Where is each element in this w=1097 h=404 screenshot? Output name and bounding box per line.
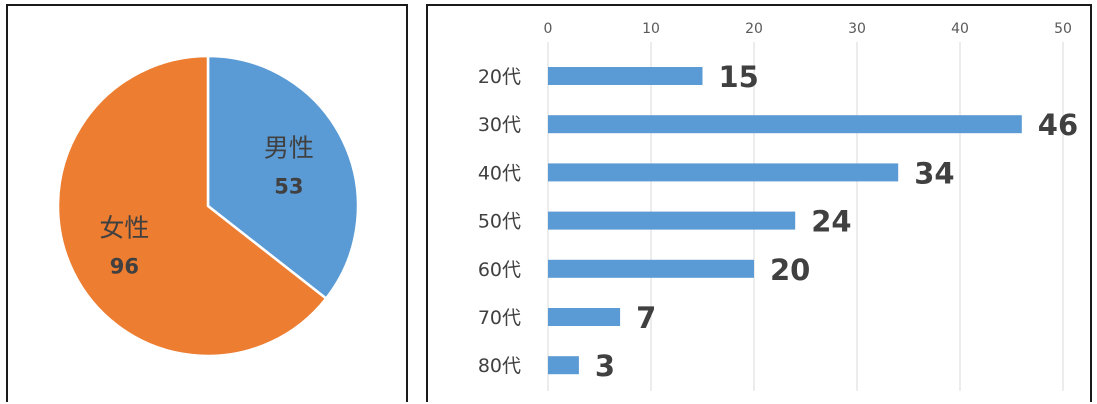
category-label-40代: 40代: [478, 162, 521, 184]
bar-chart-panel: 0 10 20 30 40 50 20代 15 30代 46 40代 34 50代 24 60代 20 70代 7…: [426, 4, 1092, 402]
category-label-20代: 20代: [478, 66, 521, 88]
x-tick-label-20: 20: [745, 21, 763, 37]
pie-slice-label-0: 男性: [264, 134, 314, 163]
x-tick-label-0: 0: [544, 21, 553, 37]
pie-slice-value-1: 96: [110, 255, 139, 279]
bar-value-label-70代: 7: [636, 301, 656, 335]
bar-20代: [548, 67, 703, 85]
bar-50代: [548, 211, 796, 230]
bar-value-label-60代: 20: [770, 253, 810, 287]
bar-80代: [548, 356, 579, 375]
x-tick-label-10: 10: [642, 21, 660, 37]
x-tick-label-30: 30: [848, 21, 866, 37]
bar-value-label-30代: 46: [1038, 108, 1078, 142]
category-label-30代: 30代: [478, 114, 521, 136]
bar-value-label-80代: 3: [595, 349, 615, 383]
pie-chart-panel: 男性 53 女性 96: [6, 4, 408, 402]
age-bar-chart: 0 10 20 30 40 50 20代 15 30代 46 40代 34 50代 24 60代 20 70代 7…: [478, 21, 1078, 391]
x-tick-label-40: 40: [951, 21, 969, 37]
bar-40代: [548, 163, 899, 182]
pie-slice-1: [56, 54, 328, 358]
bar-30代: [548, 115, 1022, 134]
category-label-50代: 50代: [478, 211, 521, 233]
category-label-80代: 80代: [478, 355, 521, 377]
category-label-70代: 70代: [478, 307, 521, 329]
x-tick-label-50: 50: [1054, 21, 1072, 37]
bar-value-label-40代: 34: [914, 156, 954, 190]
category-label-60代: 60代: [478, 259, 521, 281]
pie-slice-0: [206, 54, 360, 301]
bar-value-label-50代: 24: [811, 205, 851, 239]
bar-60代: [548, 259, 754, 278]
gender-pie-chart: 男性 53 女性 96: [56, 54, 360, 358]
bar-70代: [548, 308, 621, 326]
bar-value-label-20代: 15: [719, 60, 759, 94]
pie-slice-value-0: 53: [274, 175, 303, 199]
pie-slice-label-1: 女性: [99, 214, 149, 243]
